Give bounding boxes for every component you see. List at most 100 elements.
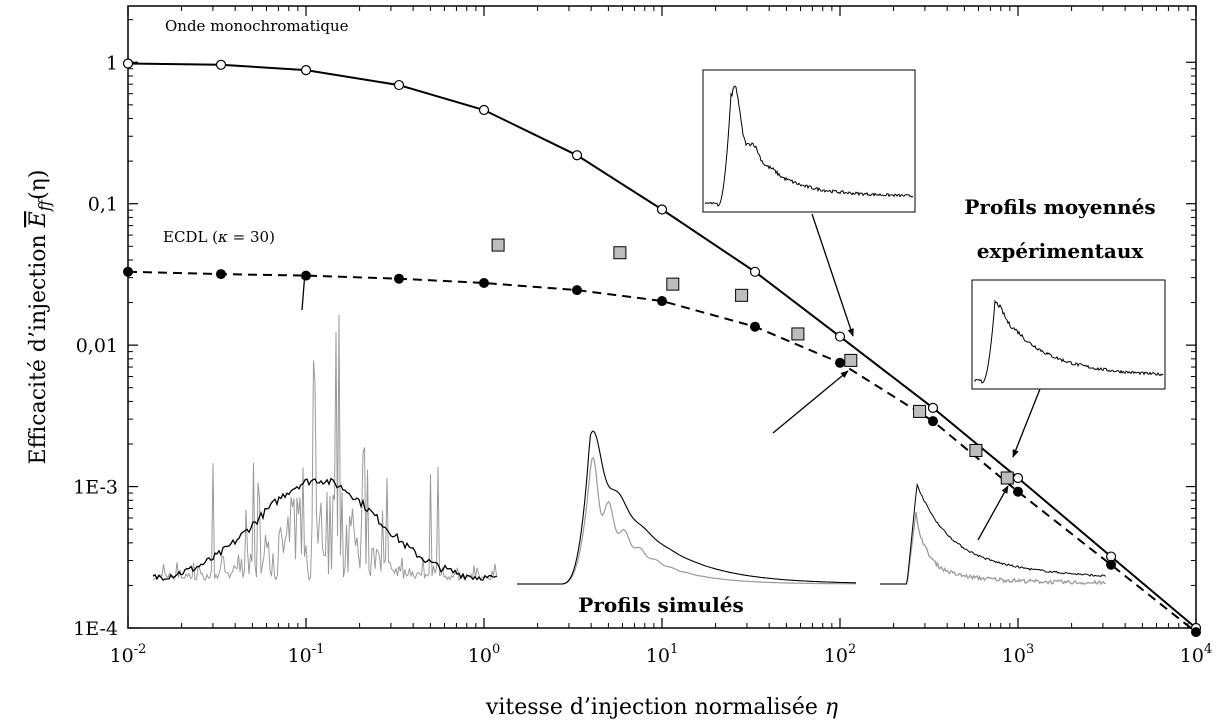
x-tick-label-base: 10	[1180, 645, 1204, 667]
x-axis-title-text: vitesse d’injection normalisée	[485, 695, 818, 720]
ecdl-point	[301, 270, 311, 281]
y-axis-title-symbol: E	[26, 211, 51, 228]
x-tick-label: 104	[1180, 642, 1212, 667]
ecdl-label-kappa: κ	[217, 228, 228, 246]
x-tick-labels: 10-2 10-1 100 101 102 103 104	[110, 642, 1213, 667]
x-tick-label: 102	[824, 642, 856, 667]
y-tick-label: 1	[106, 52, 118, 74]
experimental-title-line2: expérimentaux	[977, 239, 1145, 263]
x-tick-label: 10-1	[288, 642, 325, 667]
arrow-inset2-to-curve	[1012, 388, 1041, 458]
x-tick-label-exponent: 2	[848, 642, 856, 657]
ecdl-point	[479, 278, 489, 289]
ecdl-label-text: ECDL (	[163, 228, 218, 246]
monochromatic-point	[300, 65, 312, 76]
simulated-profile-2-black	[517, 430, 856, 585]
y-axis-title-text: Efficacité d’injection	[26, 234, 51, 464]
experimental-point	[969, 443, 983, 457]
x-tick-label-exponent: 4	[1204, 642, 1212, 657]
x-tick-label-base: 10	[1002, 645, 1026, 667]
y-tick-label: 0,1	[88, 194, 118, 216]
x-axis-title-symbol: η	[825, 695, 838, 720]
arrow-simulated-to-curve	[772, 370, 849, 434]
experimental-point	[791, 327, 805, 341]
ecdl-point	[835, 357, 845, 368]
simulated-title: Profils simulés	[578, 593, 743, 617]
y-axis-title: Efficacité d’injection Eff(η)	[26, 170, 54, 465]
experimental-point	[1000, 471, 1014, 485]
experimental-point	[844, 353, 858, 367]
inset-2-frame	[971, 279, 1166, 390]
monochromatic-point	[1105, 551, 1117, 562]
x-tick-label-base: 10	[288, 645, 312, 667]
monochromatic-point	[927, 402, 939, 413]
experimental-profile-insets	[702, 69, 1166, 390]
experimental-title-line1: Profils moyennés	[964, 195, 1155, 219]
ecdl-point	[393, 273, 404, 284]
y-axis-title-subscript: ff	[35, 197, 54, 212]
y-tick-label: 1E-3	[73, 477, 118, 499]
ecdl-label-suffix: = 30)	[228, 228, 275, 246]
monochromatic-point	[656, 204, 668, 215]
inset-1-trace	[704, 85, 914, 207]
ecdl-point	[657, 296, 667, 307]
x-tick-label: 103	[1002, 642, 1034, 667]
inset-2-trace	[973, 299, 1164, 384]
ecdl-point	[1013, 486, 1023, 497]
simulated-profile-2-gray	[517, 456, 856, 585]
y-axis-title-argument: (η)	[26, 170, 51, 200]
monochromatic-point	[834, 331, 846, 342]
monochromatic-point	[215, 59, 227, 70]
simulated-profile-1-noisy	[152, 314, 497, 581]
inset-1-frame	[702, 69, 916, 213]
y-tick-label: 1E-4	[73, 618, 118, 640]
svg-text:Efficacité d’injection Eff(η): Efficacité d’injection Eff(η)	[26, 170, 54, 465]
ecdl-point	[571, 285, 582, 296]
monochromatic-point	[122, 58, 134, 69]
x-tick-label-exponent: 3	[1026, 642, 1034, 657]
arrow-sim3-to-curve	[977, 485, 1009, 541]
x-tick-label-exponent: 0	[492, 642, 500, 657]
annotation-arrows	[301, 213, 1041, 541]
simulated-profiles	[152, 314, 1106, 586]
ecdl-point	[123, 266, 133, 277]
simulated-profile-1-average	[152, 477, 498, 581]
x-tick-label-exponent: -1	[312, 642, 325, 657]
experimental-point	[491, 238, 505, 252]
x-tick-label-exponent: 1	[670, 642, 678, 657]
series-markers	[122, 58, 1202, 638]
experimental-point	[613, 246, 627, 260]
simulated-profile-3-black	[880, 482, 1106, 585]
monochromatic-point	[393, 79, 405, 91]
ecdl-point	[927, 416, 938, 427]
x-tick-label-base: 10	[824, 645, 848, 667]
x-tick-label-base: 10	[646, 645, 670, 667]
x-tick-label: 100	[468, 642, 500, 667]
experimental-point	[666, 277, 680, 291]
y-tick-labels: 1 0,1 0,01 1E-3 1E-4	[73, 52, 118, 640]
monochromatic-point	[478, 104, 490, 116]
monochromatic-point	[1012, 472, 1024, 484]
ecdl-point	[215, 269, 226, 280]
x-tick-label: 101	[646, 642, 678, 667]
axis-ticks	[127, 6, 1197, 629]
ecdl-point	[1106, 559, 1117, 570]
simulated-profile-3-gray	[880, 511, 1106, 586]
x-tick-label-exponent: -2	[134, 642, 147, 657]
ecdl-label: ECDL (κ = 30)	[163, 228, 275, 246]
monochromatic-point	[571, 150, 583, 161]
ecdl-point	[749, 321, 760, 332]
x-tick-label-base: 10	[110, 645, 134, 667]
experimental-point	[735, 288, 749, 302]
monochromatic-point	[749, 266, 761, 277]
x-axis-title: vitesse d’injection normalisée η	[485, 695, 838, 720]
experimental-point	[913, 404, 927, 418]
arrow-inset1-to-curve	[811, 213, 854, 337]
y-tick-label: 0,01	[76, 335, 118, 357]
x-tick-label-base: 10	[468, 645, 492, 667]
arrow-ecdl-marker	[301, 271, 308, 311]
monochromatic-label: Onde monochromatique	[165, 17, 349, 35]
ecdl-point	[1191, 627, 1201, 638]
x-tick-label: 10-2	[110, 642, 147, 667]
